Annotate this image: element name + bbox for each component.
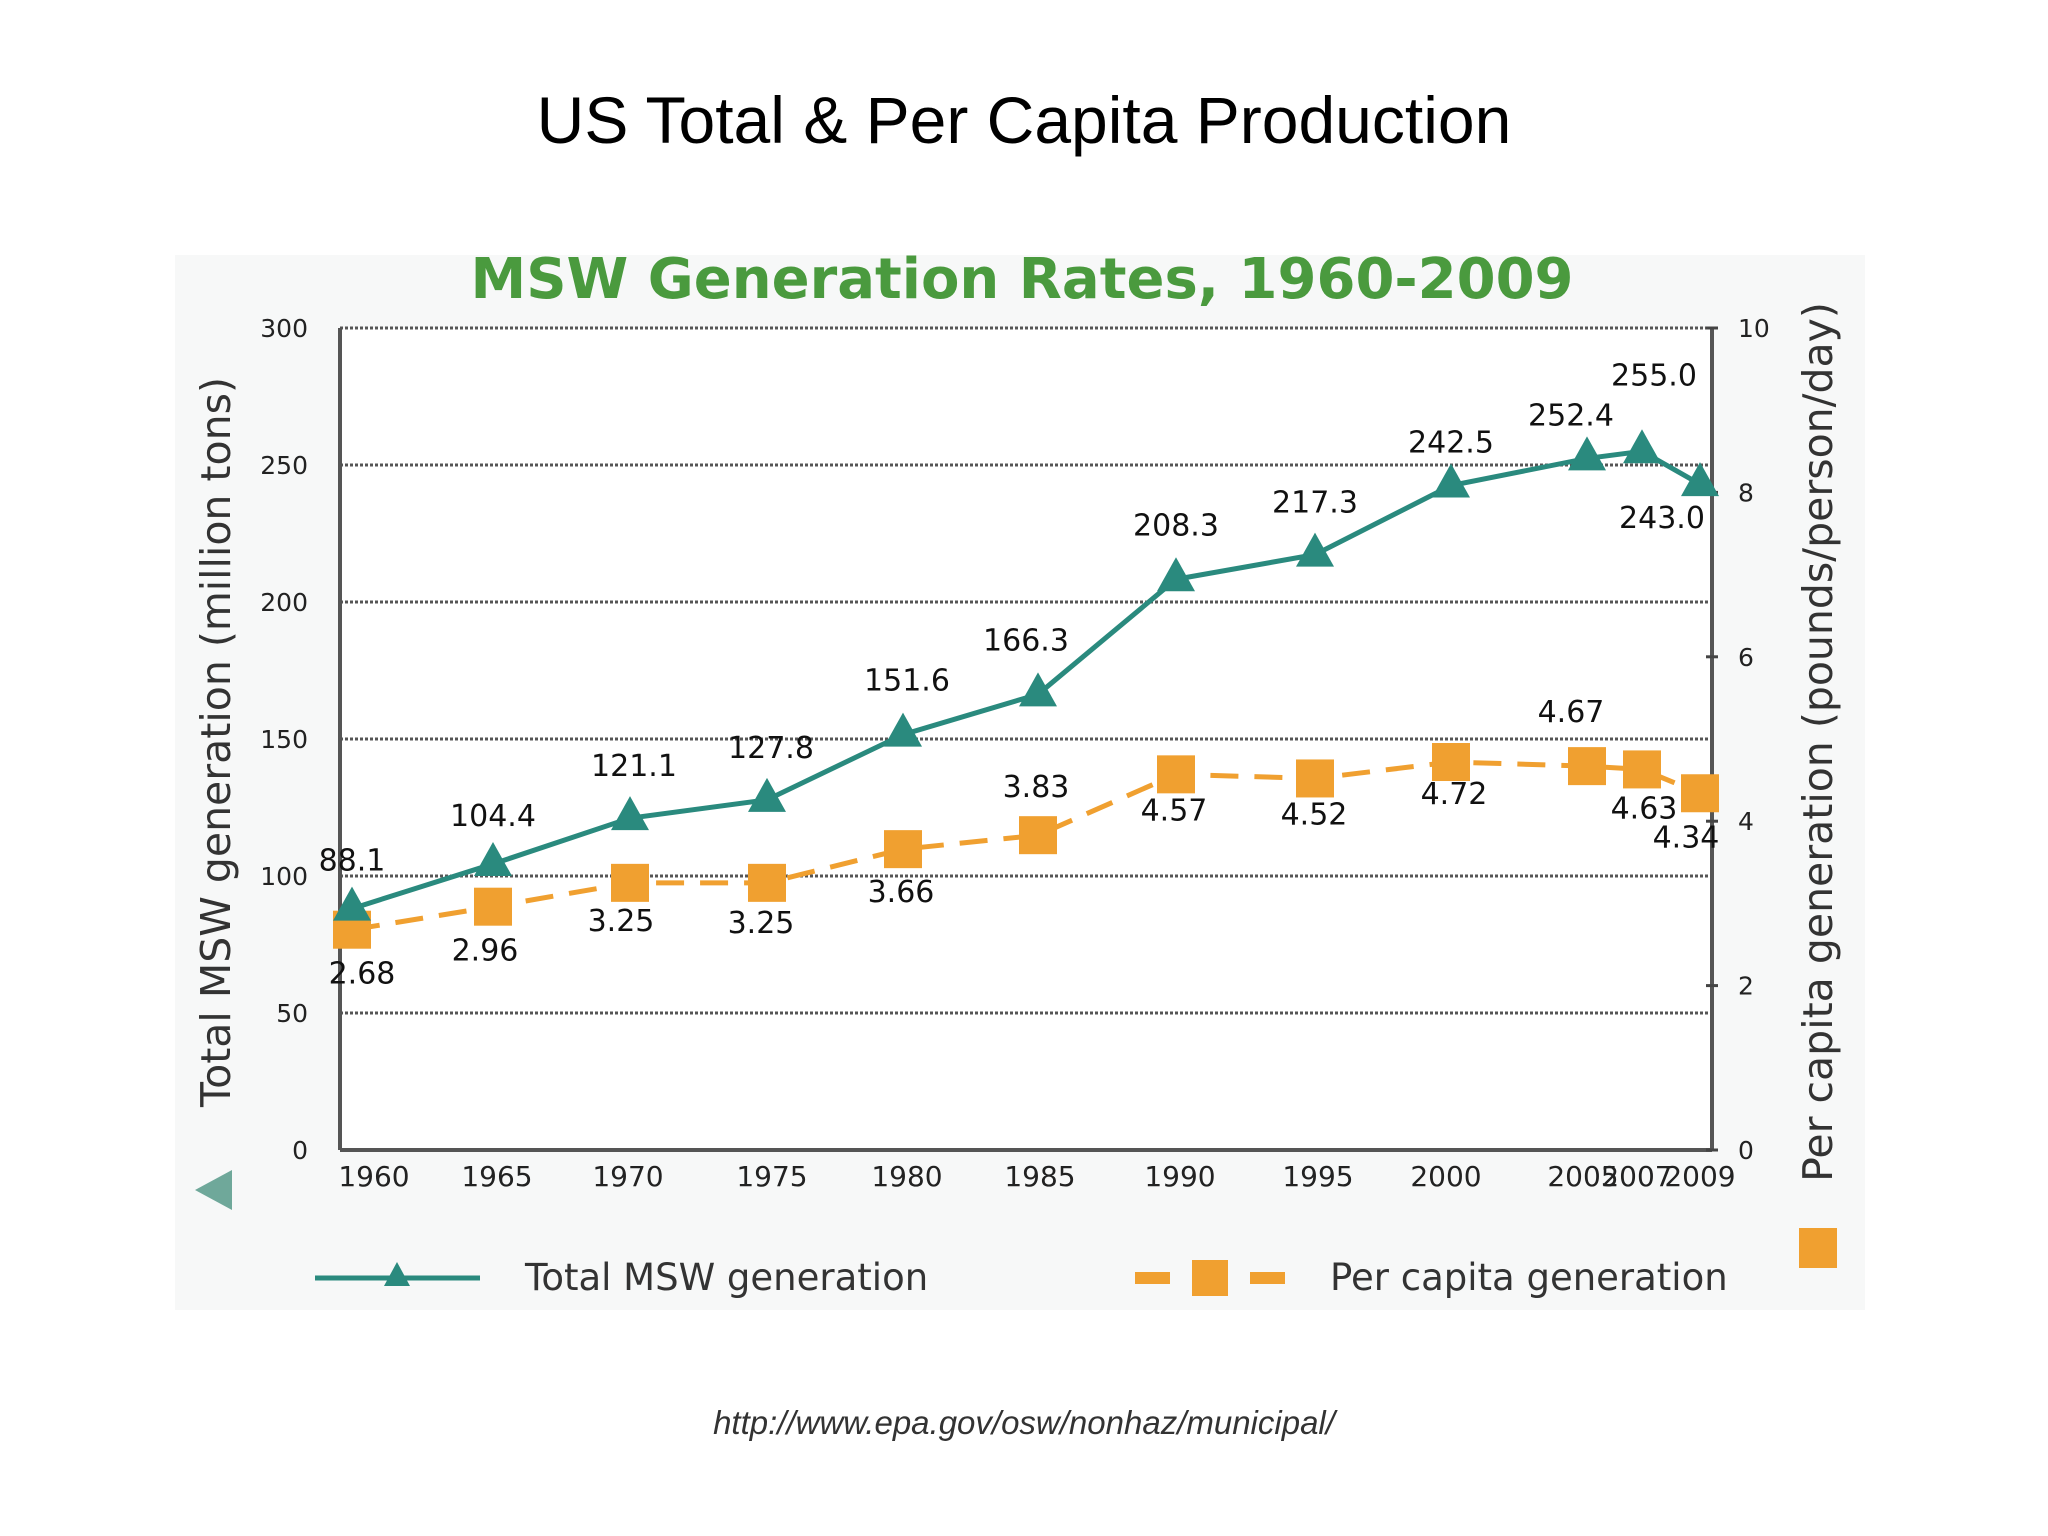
total-point: [1681, 462, 1719, 497]
right-tick-label: 6: [1738, 643, 1754, 672]
left-tick-label: 50: [276, 999, 308, 1028]
left-axis-ticks: 0 50 100 150 200 250 300: [260, 314, 308, 1165]
left-tick-label: 250: [260, 451, 308, 480]
legend-total-label: Total MSW generation: [524, 1256, 928, 1299]
total-data-label: 151.6: [864, 664, 950, 699]
total-point: [1432, 463, 1470, 498]
right-tick-label: 8: [1738, 478, 1754, 507]
left-axis-triangle-icon: [195, 1170, 232, 1210]
total-data-label: 127.8: [728, 731, 814, 766]
legend-total-triangle-icon: [384, 1262, 410, 1286]
total-point: [1019, 672, 1057, 707]
x-tick-label: 1975: [736, 1160, 807, 1193]
total-point: [333, 886, 371, 921]
total-data-label: 243.0: [1619, 501, 1705, 536]
x-tick-label: 1990: [1144, 1160, 1215, 1193]
x-tick-label: 2007: [1601, 1160, 1672, 1193]
total-point: [1296, 532, 1334, 567]
percapita-point: [474, 887, 512, 926]
total-data-label: 121.1: [591, 749, 677, 784]
right-axis-square-icon: [1799, 1228, 1837, 1268]
legend-percapita-dash-right: [1250, 1272, 1285, 1284]
percapita-data-label: 3.83: [1003, 770, 1070, 805]
x-tick-label: 1965: [461, 1160, 532, 1193]
percapita-point: [1432, 743, 1470, 782]
right-axis-label: Per capita generation (pounds/person/day…: [1794, 302, 1842, 1182]
percapita-data-label: 4.57: [1141, 793, 1208, 828]
total-point: [748, 777, 786, 812]
percapita-data-label: 4.63: [1611, 791, 1678, 826]
total-point: [1623, 429, 1661, 464]
x-tick-label: 1970: [592, 1160, 663, 1193]
data-labels: 88.1 104.4 121.1 127.8 151.6 166.3 208.3 217.3 2…: [319, 358, 1720, 991]
percapita-data-label: 2.68: [329, 957, 396, 992]
total-data-label: 88.1: [319, 844, 386, 879]
right-tick-label: 4: [1738, 807, 1754, 836]
total-point: [474, 841, 512, 876]
total-data-label: 242.5: [1408, 426, 1494, 461]
series: [333, 429, 1719, 949]
total-point: [1157, 557, 1195, 592]
x-tick-label: 1980: [871, 1160, 942, 1193]
percapita-point: [748, 863, 786, 902]
percapita-point: [1296, 759, 1334, 798]
percapita-point: [884, 830, 922, 869]
legend-percapita-square-icon: [1192, 1260, 1228, 1296]
total-data-label: 104.4: [450, 799, 536, 834]
percapita-data-label: 3.66: [868, 875, 935, 910]
percapita-data-label: 3.25: [588, 904, 655, 939]
percapita-data-label: 4.34: [1653, 820, 1720, 855]
x-tick-label: 1995: [1282, 1160, 1353, 1193]
axes: [338, 328, 1714, 1152]
percapita-point: [1681, 774, 1719, 813]
total-point: [1568, 436, 1606, 471]
percapita-data-label: 4.72: [1421, 777, 1488, 812]
percapita-data-label: 4.67: [1538, 695, 1605, 730]
chart-title: MSW Generation Rates, 1960-2009: [470, 247, 1573, 312]
total-data-label: 166.3: [983, 623, 1069, 658]
x-axis-ticks: 1960 1965 1970 1975 1980 1985 1990 1995 2000 2005…: [338, 1160, 1735, 1193]
source-link[interactable]: http://www.epa.gov/osw/nonhaz/municipal/: [713, 1404, 1335, 1441]
x-tick-label: 2009: [1664, 1160, 1735, 1193]
total-data-label: 255.0: [1611, 358, 1697, 393]
x-tick-label: 1960: [338, 1160, 409, 1193]
percapita-point: [1019, 816, 1057, 855]
x-tick-label: 1985: [1004, 1160, 1075, 1193]
total-data-label: 252.4: [1528, 398, 1614, 433]
percapita-point: [1568, 747, 1606, 786]
legend: Total MSW generation Per capita generati…: [315, 1256, 1728, 1299]
legend-percapita-label: Per capita generation: [1330, 1256, 1728, 1299]
right-tick-label: 2: [1738, 972, 1754, 1001]
percapita-data-label: 2.96: [452, 934, 519, 969]
total-data-label: 217.3: [1272, 486, 1358, 521]
total-point: [884, 712, 922, 747]
left-tick-label: 150: [260, 725, 308, 754]
right-tick-label: 0: [1738, 1136, 1754, 1165]
percapita-point: [611, 863, 649, 902]
gridlines: [340, 326, 1712, 1015]
percapita-point: [1157, 755, 1195, 794]
percapita-data-label: 4.52: [1281, 797, 1348, 832]
left-tick-label: 300: [260, 314, 308, 343]
percapita-series-line: [351, 759, 1701, 933]
left-tick-label: 100: [260, 862, 308, 891]
right-tick-label: 10: [1738, 314, 1770, 343]
left-tick-label: 0: [292, 1136, 308, 1165]
left-tick-label: 200: [260, 588, 308, 617]
slide-title: US Total & Per Capita Production: [536, 83, 1512, 157]
total-data-label: 208.3: [1133, 508, 1219, 543]
percapita-data-label: 3.25: [728, 906, 795, 941]
left-axis-label: Total MSW generation (million tons): [192, 377, 240, 1108]
percapita-point: [1623, 750, 1661, 789]
legend-percapita-dash-left: [1135, 1272, 1170, 1284]
total-point: [611, 796, 649, 831]
x-tick-label: 2005: [1547, 1160, 1618, 1193]
x-tick-label: 2000: [1410, 1160, 1481, 1193]
